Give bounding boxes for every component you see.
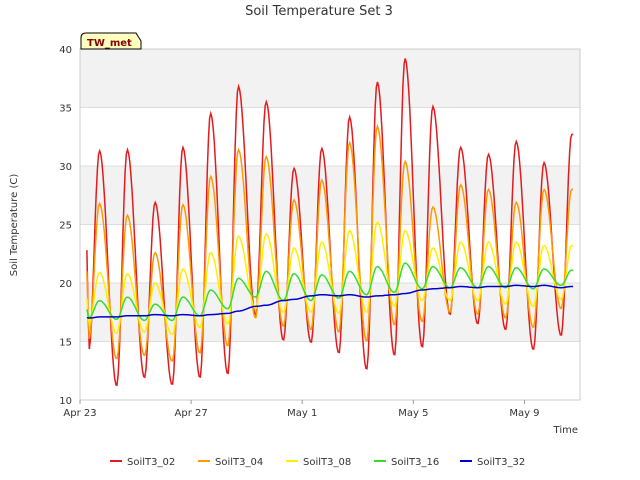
series-lines [86,58,574,387]
y-axis-ticks: 10 15 20 25 30 35 40 [59,45,72,407]
series-line-soilt3-32 [86,284,574,319]
x-axis-title: Time [553,425,578,436]
legend-label: SoilT3_32 [477,457,525,468]
y-tick-label: 40 [59,45,72,56]
x-tick-label: May 5 [398,408,428,419]
chart-title: Soil Temperature Set 3 [245,4,393,19]
plot-band [80,283,580,342]
y-tick-label: 20 [59,279,72,290]
x-tick-label: Apr 27 [175,408,208,419]
series-line-soilt3-04 [86,123,574,362]
x-axis-ticks: Apr 23 Apr 27 May 1 May 5 May 9 [63,400,540,419]
plot-band [80,166,580,225]
series-line-soilt3-16 [86,262,574,322]
x-tick-label: May 1 [287,408,317,419]
y-tick-label: 15 [59,338,72,349]
y-tick-label: 10 [59,396,72,407]
series-line-soilt3-08 [86,220,574,336]
y-tick-label: 30 [59,162,72,173]
legend-label: SoilT3_04 [215,457,263,468]
site-badge: TW_met [80,32,142,50]
x-tick-label: Apr 23 [63,408,96,419]
y-tick-label: 25 [59,221,72,232]
site-badge-label: TW_met [87,38,132,49]
legend-label: SoilT3_16 [391,457,439,468]
x-tick-label: May 9 [509,408,539,419]
plot-band [80,49,580,108]
plot-area-frame [79,48,581,401]
legend: SoilT3_02 SoilT3_04 SoilT3_08 SoilT3_16 Soil… [110,457,525,468]
legend-label: SoilT3_08 [303,457,351,468]
legend-label: SoilT3_02 [127,457,175,468]
y-tick-label: 35 [59,104,72,115]
y-axis-title: Soil Temperature (C) [9,174,20,277]
plot-background-bands [80,49,580,342]
